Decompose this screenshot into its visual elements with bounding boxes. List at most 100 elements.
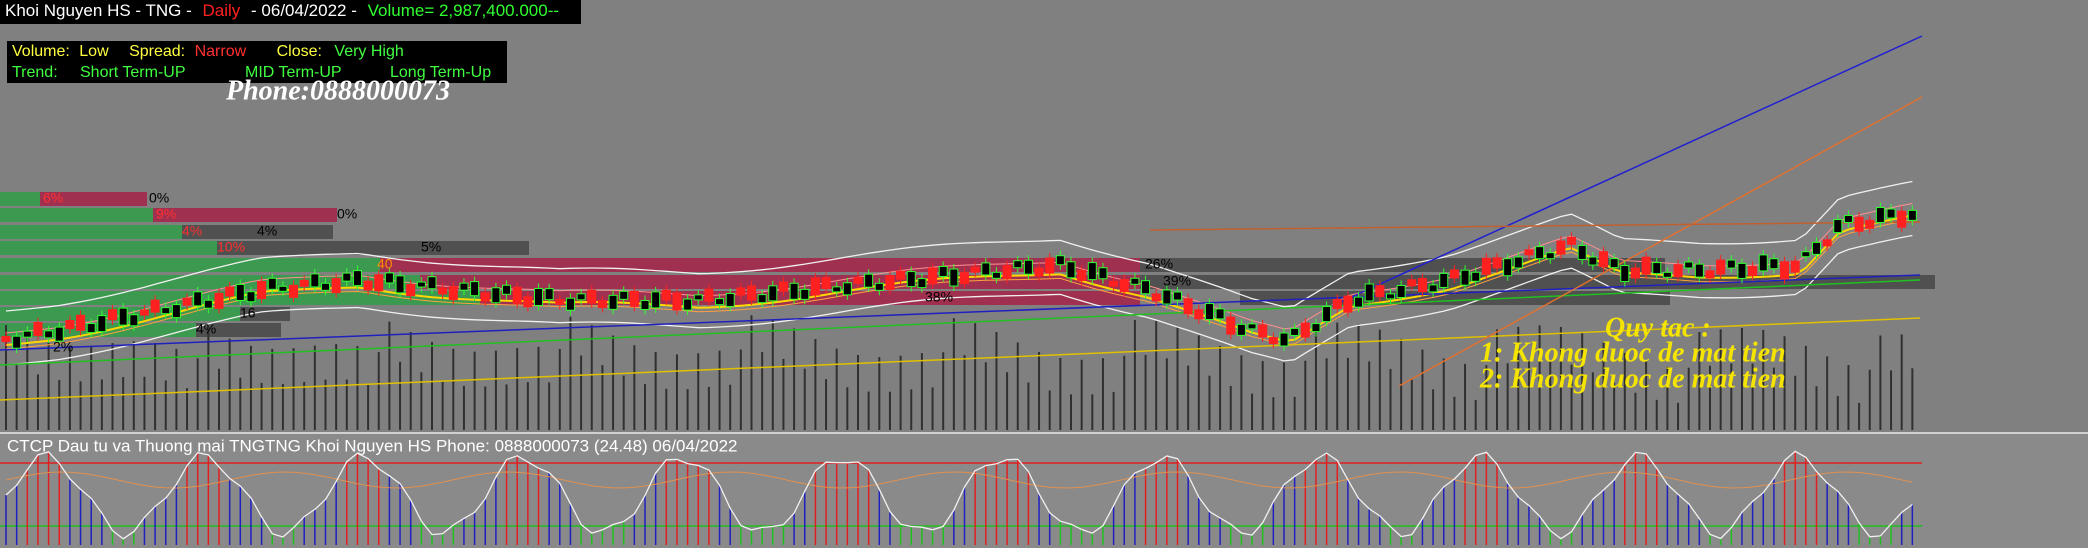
candle-body (1801, 251, 1811, 258)
zone-band (0, 258, 380, 272)
candle-body (225, 286, 235, 297)
candle-body (629, 290, 639, 307)
candle-body (970, 266, 980, 273)
candle-body (576, 293, 586, 301)
value: Narrow (195, 43, 247, 60)
candle-body (1417, 278, 1427, 293)
candle-body (1364, 283, 1374, 302)
candle-body (1449, 269, 1459, 279)
zone-label: 2% (53, 339, 73, 355)
candle-body (1439, 272, 1449, 288)
candle-body (235, 283, 245, 301)
candle-body (1, 336, 11, 342)
trend-line (0, 279, 1921, 366)
candle-body (246, 291, 256, 303)
candle-body (33, 322, 43, 337)
candle-body (129, 314, 139, 327)
candle-body (1641, 256, 1651, 275)
status-line-2: Trend: Short Term-UP MID Term-UP Long Te… (12, 64, 491, 81)
label: Spread: (129, 43, 185, 60)
candle-body (182, 297, 192, 306)
candle-body (917, 278, 927, 289)
candle-body (310, 273, 320, 288)
candle-body (1279, 332, 1289, 347)
zone-label: 4% (257, 223, 277, 239)
candle-body (1588, 256, 1598, 266)
candle-body (1343, 295, 1353, 313)
candle-body (1886, 208, 1896, 219)
candle-body (1162, 289, 1172, 305)
watermark: Phone:0888000073 (225, 75, 450, 106)
candle-body (1055, 255, 1065, 266)
candle-body (534, 287, 543, 306)
zone-band (0, 208, 153, 222)
candle-body (1130, 277, 1140, 285)
candle-body (1662, 271, 1672, 278)
value: Short Term-UP (80, 64, 185, 81)
candle-body (1109, 280, 1119, 287)
zone-label: 39% (1163, 273, 1191, 289)
candle-body (1460, 269, 1470, 286)
candle-body (1897, 210, 1907, 228)
candle-body (853, 276, 863, 284)
zone-label: 9% (156, 206, 176, 222)
candle-body (1726, 259, 1736, 269)
candle-body (171, 304, 181, 319)
candle-body (821, 277, 831, 290)
candle-body (1311, 323, 1321, 333)
candle-body (139, 309, 149, 316)
candle-body (257, 281, 267, 300)
candle-body (1907, 209, 1917, 221)
candle-body (1066, 261, 1076, 279)
zone-band (182, 225, 333, 239)
candle-body (1812, 241, 1821, 255)
candle-body (1226, 316, 1236, 335)
candle-body (427, 276, 437, 290)
candle-body (587, 289, 597, 304)
candle-body (928, 267, 938, 285)
candle-body (1002, 265, 1012, 280)
candle-body (1716, 259, 1726, 275)
candle-body (1673, 264, 1683, 278)
indicator-panel (0, 433, 2088, 548)
candle-body (1375, 285, 1385, 298)
candle-body (693, 294, 703, 301)
candle-body (480, 292, 490, 302)
candle-body (491, 287, 501, 304)
zone-label: 4% (182, 223, 202, 239)
candle-body (12, 335, 22, 349)
candle-body (161, 307, 171, 315)
candle-body (715, 298, 725, 306)
indicator-line (5, 234, 1913, 366)
candle-body (1141, 280, 1151, 295)
candle-body (384, 272, 394, 284)
status-box (7, 41, 507, 83)
zone-label: 6% (43, 190, 63, 206)
candle-body (661, 289, 671, 301)
candle-body (1630, 267, 1640, 279)
candle-body (1300, 322, 1310, 338)
zone-label: 26% (1145, 256, 1173, 272)
candle-body (448, 286, 458, 301)
candle-body (1556, 240, 1566, 255)
candle-body (1545, 252, 1555, 260)
zone-band (217, 241, 529, 255)
zone-band (196, 323, 281, 337)
candle-body (214, 292, 224, 309)
candle-body (1258, 324, 1268, 338)
candle-body (1013, 260, 1023, 269)
candle-body (1428, 284, 1438, 293)
header-text: Khoi Nguyen HS - TNG - Daily - 06/04/202… (5, 1, 559, 20)
candle-body (1215, 308, 1225, 320)
candle-body (1322, 306, 1332, 323)
candle-body (1748, 265, 1758, 276)
candle-body (267, 277, 277, 290)
label: Close: (277, 43, 322, 60)
label: Volume: (12, 43, 70, 60)
candle-body (1524, 249, 1534, 256)
zone-label: 0% (149, 190, 169, 206)
candle-body (1535, 246, 1545, 260)
candle-body (416, 281, 426, 288)
label: Trend: (12, 64, 58, 81)
candle-body (1119, 279, 1129, 293)
